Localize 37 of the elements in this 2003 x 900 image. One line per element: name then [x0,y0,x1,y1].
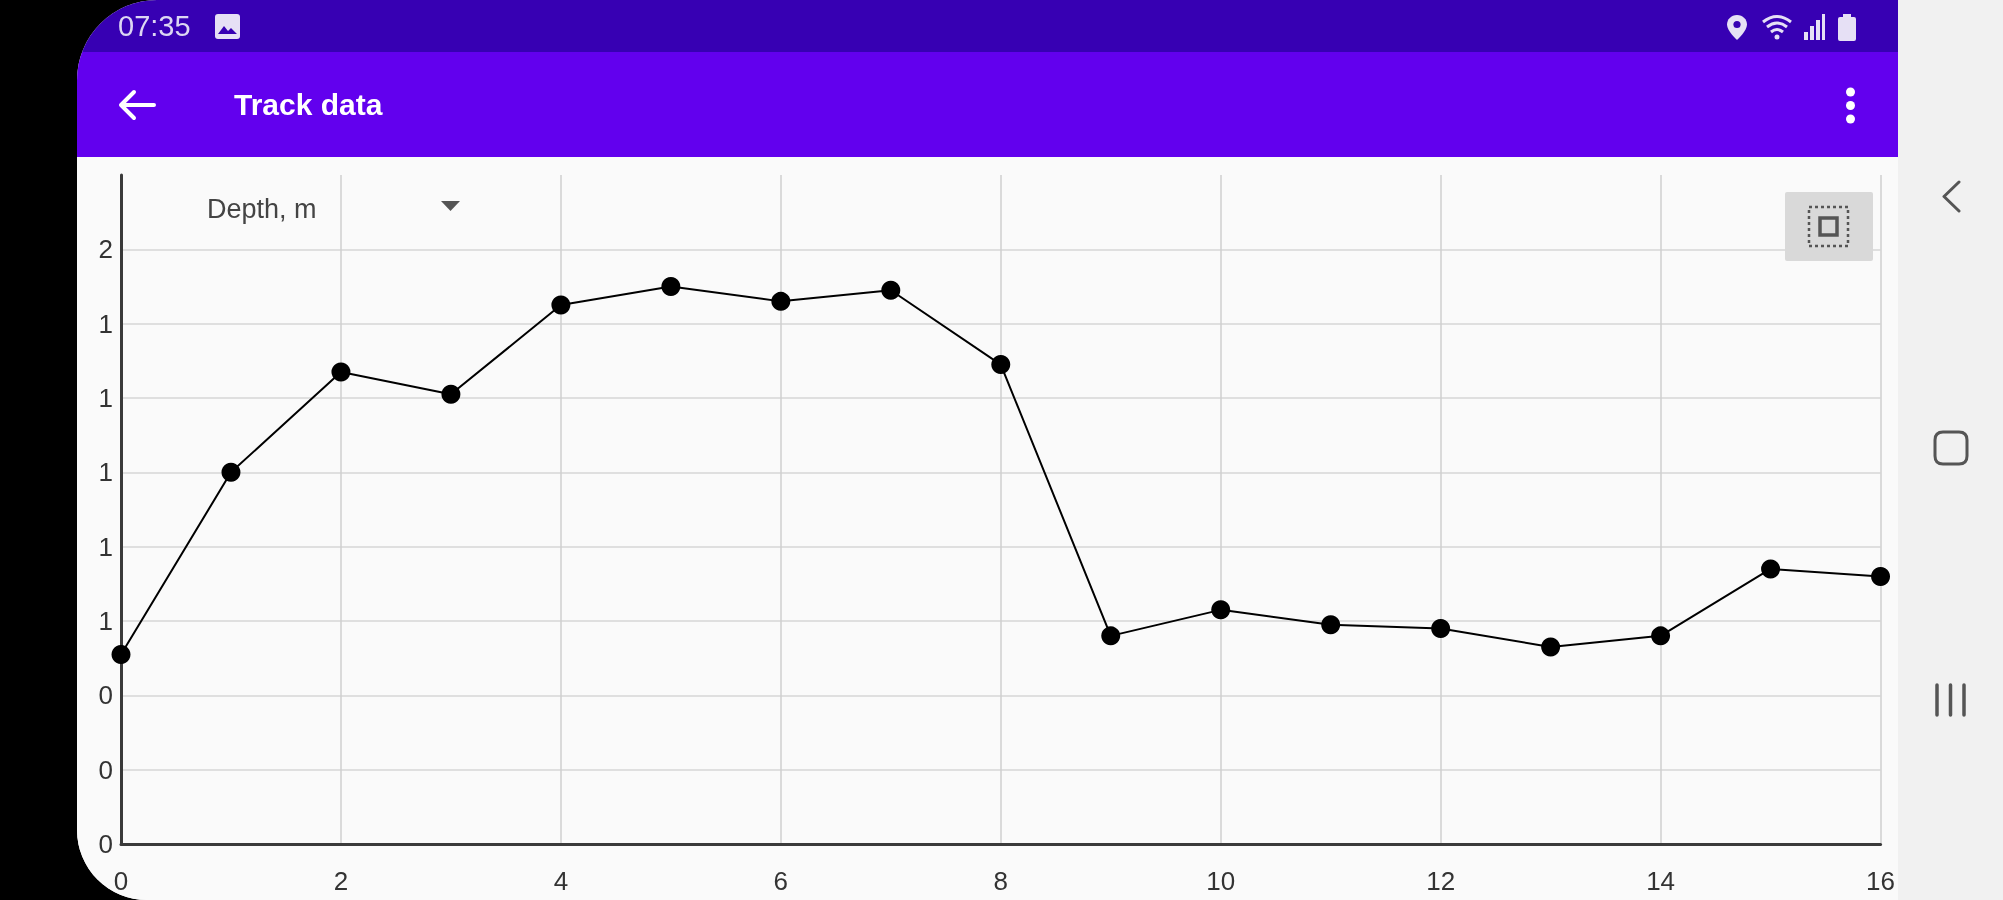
point [1761,559,1781,579]
y-tick-label: 0 [98,680,113,711]
y-tick-label: 1 [98,308,113,339]
y-tick-label: 0 [98,754,113,785]
point [551,295,571,315]
y-tick-label: 2 [98,234,113,265]
point [331,362,351,382]
point [661,277,681,296]
x-tick-label: 10 [1206,866,1236,896]
x-tick-label: 6 [773,866,789,896]
point [1321,615,1341,635]
point [1871,566,1891,586]
point [1211,600,1231,620]
point [881,280,901,300]
y-tick-label: 1 [98,457,113,488]
x-tick-label: 4 [553,866,569,896]
y-tick-label: 1 [98,531,113,562]
y-tick-label: 1 [98,606,113,636]
point [221,462,241,482]
point [991,355,1011,375]
x-tick-label: 14 [1646,866,1676,896]
point [1101,626,1121,646]
point [1541,637,1561,657]
point [441,384,461,404]
x-tick-label: 16 [1866,866,1895,896]
x-tick-label: 12 [1426,866,1456,896]
y-tick-label: 1 [98,383,113,413]
y-axis-title: Depth, m [207,193,317,225]
point [1431,618,1451,638]
y-tick-label: 0 [98,829,113,859]
point [111,644,131,664]
text: 07:35 [118,10,191,42]
x-tick-label: 8 [993,866,1008,896]
point [1651,626,1671,646]
point [771,291,791,311]
x-tick-label: 2 [333,866,349,896]
chart-title: Track data [234,87,383,123]
